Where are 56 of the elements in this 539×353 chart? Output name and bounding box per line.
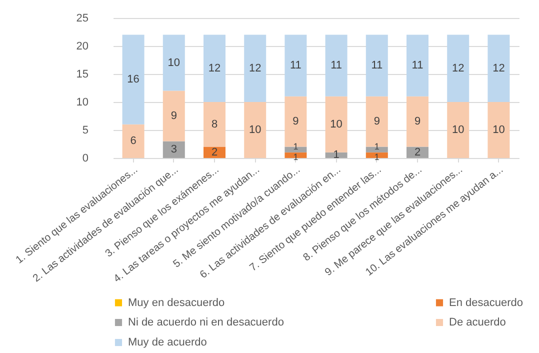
- bar: [406, 96, 428, 147]
- data-label: 12: [492, 62, 505, 74]
- data-label: 10: [330, 118, 342, 130]
- bar: [162, 141, 185, 158]
- bar: [204, 102, 226, 147]
- bar: [325, 152, 348, 158]
- bar: [447, 102, 470, 158]
- bar: [122, 34, 144, 124]
- data-label: 11: [330, 60, 342, 72]
- bar: [204, 34, 226, 102]
- legend-label: De acuerdo: [449, 316, 506, 328]
- data-label: 12: [248, 62, 262, 74]
- y-tick-label: 10: [76, 96, 88, 108]
- data-label: 10: [492, 124, 505, 136]
- data-label: 9: [292, 116, 299, 128]
- data-label: 3: [170, 144, 177, 156]
- y-tick-label: 5: [82, 124, 88, 136]
- data-label: 9: [374, 116, 380, 128]
- data-label: 1: [333, 149, 340, 162]
- bar: [244, 34, 266, 102]
- data-label: 11: [412, 60, 424, 72]
- bar: [488, 102, 510, 158]
- data-label: 11: [371, 60, 383, 72]
- y-tick-label: 25: [76, 12, 88, 24]
- bar: [325, 34, 348, 96]
- y-tick-label: 0: [82, 152, 88, 164]
- data-label: 12: [452, 62, 464, 74]
- bar: [122, 124, 144, 158]
- legend-label: Muy de acuerdo: [128, 336, 207, 348]
- bar: [488, 34, 510, 102]
- bar: [162, 34, 185, 91]
- data-label: 1: [374, 142, 380, 152]
- data-label: 8: [211, 118, 218, 130]
- data-label: 12: [208, 62, 221, 74]
- bar: [447, 34, 470, 102]
- legend-label: En desacuerdo: [449, 296, 523, 309]
- legend-label: Ni de acuerdo ni en desacuerdo: [128, 316, 284, 328]
- bar: [244, 102, 266, 158]
- bar: [284, 34, 307, 96]
- bar: [162, 90, 185, 142]
- bar: [406, 34, 428, 96]
- data-label: 10: [248, 124, 262, 136]
- data-label: 2: [414, 146, 421, 158]
- data-label: 16: [127, 74, 140, 86]
- y-tick-label: 15: [76, 68, 88, 80]
- data-label: 9: [170, 110, 177, 122]
- data-label: 2: [211, 146, 218, 158]
- data-label: 1: [293, 142, 298, 152]
- data-label: 9: [414, 116, 421, 128]
- bar: [366, 34, 388, 96]
- data-label: 6: [130, 135, 136, 148]
- data-label: 11: [290, 60, 302, 72]
- y-tick-label: 20: [76, 40, 88, 52]
- data-label: 10: [168, 56, 180, 69]
- legend-label: Muy en desacuerdo: [128, 296, 225, 309]
- data-label: 10: [452, 124, 464, 136]
